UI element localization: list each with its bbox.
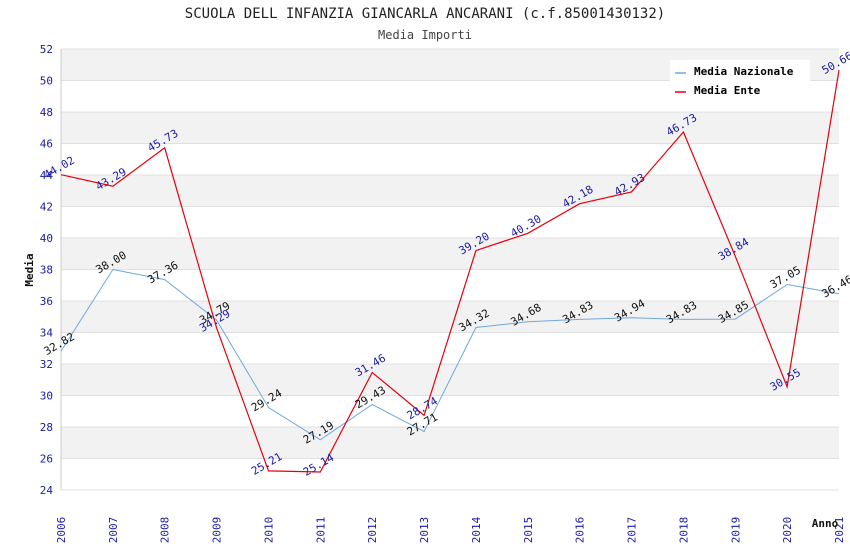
y-tick-label: 42 [40,201,53,214]
x-tick-label: 2008 [159,517,172,544]
y-axis-ticks: 24 26 28 30 32 34 36 38 40 42 44 46 48 50 52 [40,43,54,497]
grid-band [61,175,839,207]
y-tick-label: 32 [40,358,53,371]
grid-band [61,206,839,238]
x-tick-label: 2021 [833,517,846,544]
y-axis-label: Media [23,253,36,286]
y-tick-label: 50 [40,75,53,88]
x-axis-label: Anno [812,517,839,530]
grid-band [61,427,839,459]
series-line-nazionale [60,268,840,441]
legend-label-ente: Media Ente [694,84,761,97]
grid-band [61,143,839,175]
y-tick-label: 44 [40,169,54,182]
x-axis-ticks: 2006 2007 2008 2009 2010 2011 2012 2013 2014 2015… [55,516,846,543]
x-tick-label: 2014 [470,516,483,543]
x-tick-label: 2010 [262,517,275,544]
x-tick-label: 2007 [107,517,120,544]
chart-subtitle: Media Importi [378,28,472,42]
legend-box [670,60,810,102]
grid-band [61,112,839,144]
x-tick-label: 2020 [781,517,794,544]
x-tick-label: 2019 [729,517,742,544]
y-tick-label: 28 [40,421,53,434]
grid-band [61,458,839,490]
x-tick-label: 2017 [626,517,639,544]
x-tick-label: 2015 [522,517,535,544]
grid-band [61,301,839,333]
x-tick-label: 2018 [677,517,690,544]
grid-bands [61,49,839,490]
y-tick-label: 34 [40,327,54,340]
y-tick-label: 36 [40,295,53,308]
y-tick-label: 24 [40,484,54,497]
y-tick-label: 40 [40,232,53,245]
x-tick-label: 2009 [211,517,224,544]
series-line-ente [60,70,840,473]
series-lines [60,70,840,473]
x-tick-label: 2012 [366,517,379,544]
grid-band [61,332,839,364]
grid-band [61,238,839,270]
legend: Media Nazionale Media Ente [670,60,810,102]
y-tick-label: 26 [40,453,53,466]
x-tick-label: 2016 [574,517,587,544]
y-tick-label: 30 [40,390,53,403]
grid-band [61,395,839,427]
y-tick-label: 48 [40,106,53,119]
grid-band [61,269,839,301]
y-tick-label: 46 [40,138,53,151]
x-tick-label: 2011 [314,517,327,544]
x-tick-label: 2006 [55,517,68,544]
legend-label-nazionale: Media Nazionale [694,65,794,78]
y-tick-label: 52 [40,43,53,56]
chart-title: SCUOLA DELL INFANZIA GIANCARLA ANCARANI … [185,6,665,22]
x-tick-label: 2013 [418,517,431,544]
y-tick-label: 38 [40,264,53,277]
